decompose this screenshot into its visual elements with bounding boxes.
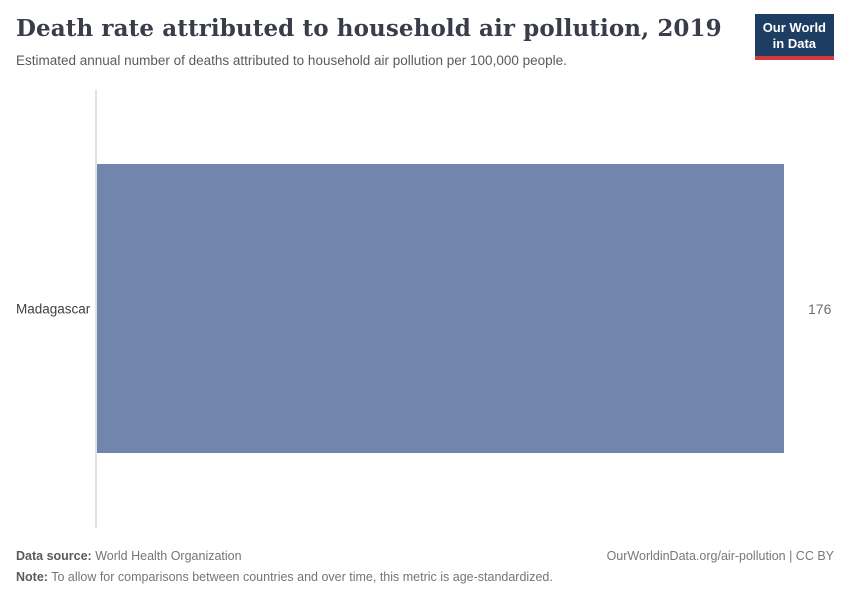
chart-title: Death rate attributed to household air p…	[16, 15, 722, 42]
title-block: Death rate attributed to household air p…	[16, 14, 755, 70]
note-value: To allow for comparisons between countri…	[47, 570, 553, 584]
footer-row-note: Note: To allow for comparisons between c…	[16, 567, 834, 588]
plot-region	[97, 164, 784, 453]
data-source-text: Data source: World Health Organization	[16, 546, 242, 567]
header: Death rate attributed to household air p…	[16, 14, 834, 70]
data-source-label: Data source:	[16, 549, 92, 563]
owid-logo-line-1: Our World	[762, 20, 826, 35]
chart-area: Madagascar 176	[16, 90, 834, 528]
owid-logo[interactable]: Our World in Data	[754, 14, 834, 60]
bar-madagascar[interactable]	[97, 164, 784, 453]
data-source-value: World Health Organization	[91, 549, 242, 563]
note-text: Note: To allow for comparisons between c…	[16, 570, 553, 584]
entity-label-madagascar: Madagascar	[16, 301, 91, 317]
y-axis-line	[95, 90, 97, 528]
owid-logo-line-2: in Data	[772, 36, 817, 51]
footer-row-sources: Data source: World Health Organization O…	[16, 546, 834, 567]
bar-value-label: 176	[808, 301, 832, 317]
footer: Data source: World Health Organization O…	[16, 546, 834, 588]
chart-subtitle: Estimated annual number of deaths attrib…	[16, 53, 567, 68]
note-label: Note:	[16, 570, 48, 584]
owid-url-link[interactable]: OurWorldinData.org/air-pollution | CC BY	[606, 549, 834, 563]
